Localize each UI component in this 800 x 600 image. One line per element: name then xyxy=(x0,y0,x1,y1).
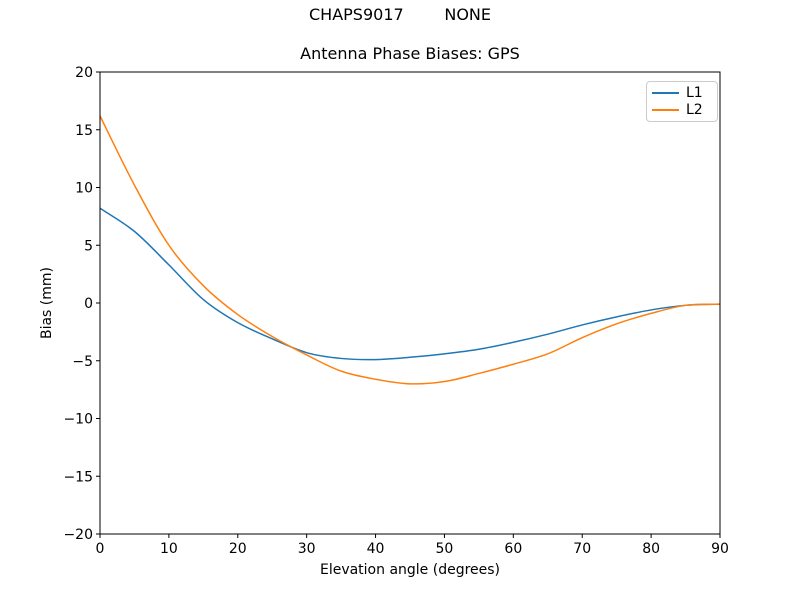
legend-label-l1: L1 xyxy=(686,85,703,102)
x-tick-label: 90 xyxy=(711,541,729,557)
y-tick-label: −10 xyxy=(63,412,93,428)
x-axis-label: Elevation angle (degrees) xyxy=(319,562,501,578)
legend-label-l2: L2 xyxy=(686,101,703,118)
y-tick-label: −15 xyxy=(63,469,93,485)
y-tick-label: 0 xyxy=(84,296,93,312)
y-tick-label: 10 xyxy=(75,181,93,197)
y-tick-label: −20 xyxy=(63,527,93,543)
x-tick-label: 40 xyxy=(367,541,385,557)
series-line-l2 xyxy=(99,115,721,385)
figure-suptitle: CHAPS9017 NONE xyxy=(309,5,491,24)
x-tick-label: 80 xyxy=(642,541,660,557)
legend-line-swatch-l1 xyxy=(652,92,679,95)
y-tick-label: −5 xyxy=(72,354,93,370)
x-tick-label: 0 xyxy=(96,541,105,557)
x-tick-label: 20 xyxy=(229,541,247,557)
legend: L1 L2 xyxy=(646,81,718,122)
legend-item-l2: L2 xyxy=(652,103,711,117)
chart-title: Antenna Phase Biases: GPS xyxy=(300,44,520,63)
legend-item-l1: L1 xyxy=(652,86,711,100)
x-tick-label: 10 xyxy=(160,541,178,557)
y-tick-label: 20 xyxy=(75,65,93,81)
x-tick-label: 70 xyxy=(573,541,591,557)
legend-line-swatch-l2 xyxy=(652,108,679,111)
axes-spines xyxy=(99,71,721,535)
x-tick-label: 30 xyxy=(298,541,316,557)
x-tick-label: 60 xyxy=(504,541,522,557)
y-tick-label: 5 xyxy=(84,238,93,254)
series-line-l1 xyxy=(99,207,721,361)
y-axis-label: Bias (mm) xyxy=(39,266,55,340)
x-tick-label: 50 xyxy=(436,541,454,557)
y-tick-label: 15 xyxy=(75,123,93,139)
